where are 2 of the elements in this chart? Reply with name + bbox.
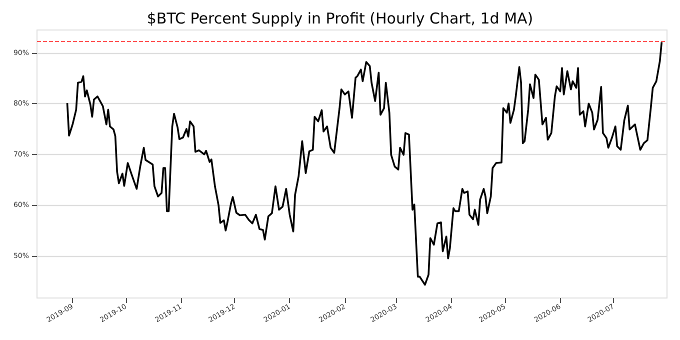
line-series bbox=[66, 41, 663, 286]
chart-title: $BTC Percent Supply in Profit (Hourly Chart, 1d MA) bbox=[146, 10, 534, 28]
